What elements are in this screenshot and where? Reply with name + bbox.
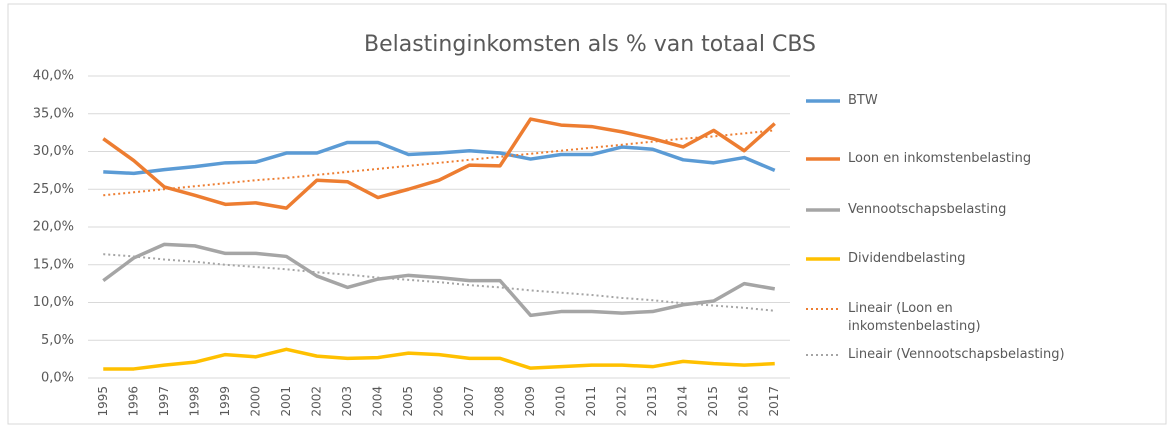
legend-item: Lineair (Vennootschapsbelasting) [806,346,1088,364]
chart-border [7,3,1167,425]
y-tick-label: 20,0% [33,220,74,235]
series-line [102,242,776,318]
legend-item: Lineair (Loon en inkomstenbelasting) [806,300,1088,336]
x-tick-label: 1999 [218,386,232,417]
legend-label: Lineair (Vennootschapsbelasting) [848,347,1065,362]
y-tick-label: 0,0% [41,371,74,386]
x-tick-label: 2012 [615,386,629,417]
x-tick-label: 2015 [706,386,720,417]
y-tick-label: 30,0% [33,144,74,159]
legend-item: Vennootschapsbelasting [806,201,1168,219]
legend-item: Dividendbelasting [806,250,1168,268]
x-tick-label: 2014 [676,386,690,417]
legend-swatch [806,257,840,261]
x-tick-label: 2005 [401,386,415,417]
legend-item: Loon en inkomstenbelasting [806,150,1168,168]
x-tick-label: 2000 [248,386,262,417]
legend-label: BTW [848,93,878,108]
legend-item: BTW [806,92,1168,110]
y-tick-label: 35,0% [33,106,74,121]
x-tick-label: 2017 [767,386,781,417]
legend-label: Loon en inkomstenbelasting [848,151,1032,166]
legend-swatch [806,99,840,103]
x-tick-label: 1996 [126,386,140,417]
x-tick-label: 2002 [309,386,323,417]
legend-swatch [806,157,840,161]
x-tick-label: 2010 [554,386,568,417]
legend-swatch [806,354,840,356]
x-tick-label: 2011 [584,386,598,417]
x-tick-label: 1997 [157,386,171,417]
series-line [103,347,775,371]
x-tick-label: 2007 [462,386,476,417]
x-tick-label: 2001 [279,386,293,417]
y-tick-label: 5,0% [41,333,74,348]
legend-label: Dividendbelasting [848,251,966,266]
y-tick-label: 25,0% [33,182,74,197]
y-tick-label: 15,0% [33,257,74,272]
x-tick-label: 1998 [187,386,201,417]
series-line [103,140,776,176]
series-line [102,117,776,210]
x-tick-label: 2006 [432,386,446,417]
chart-title: Belastinginkomsten als % van totaal CBS [364,32,816,57]
x-tick-label: 2008 [493,386,507,417]
x-tick-label: 2004 [370,386,384,417]
y-tick-label: 10,0% [33,295,74,310]
legend-swatch [806,208,840,212]
x-tick-label: 2013 [645,386,659,417]
y-tick-label: 40,0% [33,69,74,84]
legend-swatch [806,308,840,310]
legend-label: Lineair (Loon en inkomstenbelasting) [848,301,981,334]
x-tick-label: 1995 [96,386,110,417]
x-tick-label: 2003 [340,386,354,417]
legend-label: Vennootschapsbelasting [848,202,1007,217]
trend-line [103,253,775,312]
x-tick-label: 2009 [523,386,537,417]
x-tick-label: 2016 [737,386,751,417]
